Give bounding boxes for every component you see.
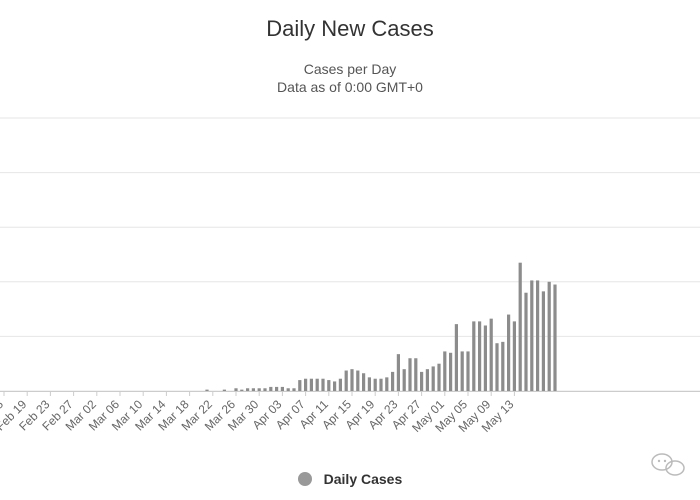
bar[interactable] xyxy=(553,284,557,391)
bar[interactable] xyxy=(367,377,371,391)
bar[interactable] xyxy=(251,388,255,391)
bar[interactable] xyxy=(292,388,296,391)
bar[interactable] xyxy=(234,388,238,391)
bar[interactable] xyxy=(541,291,545,391)
bar[interactable] xyxy=(257,388,261,391)
bar[interactable] xyxy=(489,318,493,391)
bar[interactable] xyxy=(385,377,389,391)
bar[interactable] xyxy=(315,378,319,391)
bar[interactable] xyxy=(379,378,383,391)
bar[interactable] xyxy=(327,380,331,391)
bar[interactable] xyxy=(454,324,458,391)
bar[interactable] xyxy=(420,371,424,391)
bar[interactable] xyxy=(443,351,447,391)
subtitle-line-2: Data as of 0:00 GMT+0 xyxy=(277,79,423,95)
bar[interactable] xyxy=(344,370,348,391)
chart-title: Daily New Cases xyxy=(266,16,434,41)
bar[interactable] xyxy=(356,370,360,391)
bar[interactable] xyxy=(536,280,540,391)
bar[interactable] xyxy=(280,386,284,391)
bar[interactable] xyxy=(524,292,528,391)
bar[interactable] xyxy=(408,358,412,391)
bar[interactable] xyxy=(431,366,435,391)
bar[interactable] xyxy=(530,280,534,391)
bar[interactable] xyxy=(362,373,366,391)
bar[interactable] xyxy=(286,388,290,391)
bar[interactable] xyxy=(501,341,505,391)
bar[interactable] xyxy=(402,369,406,391)
bar[interactable] xyxy=(304,378,308,391)
bar[interactable] xyxy=(222,389,226,391)
legend[interactable]: Daily Cases xyxy=(0,471,700,487)
bar[interactable] xyxy=(298,380,302,391)
bar[interactable] xyxy=(495,343,499,391)
bar[interactable] xyxy=(338,378,342,391)
bar[interactable] xyxy=(472,321,476,391)
bar[interactable] xyxy=(275,386,279,391)
legend-marker xyxy=(297,472,312,486)
bar[interactable] xyxy=(333,381,337,391)
bar[interactable] xyxy=(321,378,325,391)
bar[interactable] xyxy=(205,389,209,391)
bar[interactable] xyxy=(547,281,551,391)
bar[interactable] xyxy=(263,388,267,391)
subtitle-line-1: Cases per Day xyxy=(303,61,397,77)
bar[interactable] xyxy=(478,321,482,391)
bar[interactable] xyxy=(309,378,313,391)
chart-subtitle: Cases per Day Data as of 0:00 GMT+0 xyxy=(0,60,700,96)
bar[interactable] xyxy=(269,386,273,391)
bar[interactable] xyxy=(396,354,400,391)
bar[interactable] xyxy=(512,321,516,391)
bar[interactable] xyxy=(414,358,418,391)
bar[interactable] xyxy=(466,351,470,391)
bar[interactable] xyxy=(373,378,377,391)
bar[interactable] xyxy=(518,262,522,391)
bar[interactable] xyxy=(449,352,453,391)
bar[interactable] xyxy=(391,371,395,391)
bar[interactable] xyxy=(483,325,487,391)
bar[interactable] xyxy=(437,363,441,391)
x-axis xyxy=(0,391,700,396)
bar[interactable] xyxy=(350,369,354,391)
bars xyxy=(205,262,557,391)
bar[interactable] xyxy=(460,351,464,391)
gridlines xyxy=(0,117,700,392)
legend-label-daily-cases: Daily Cases xyxy=(323,471,403,487)
bar[interactable] xyxy=(507,314,511,391)
bar[interactable] xyxy=(240,389,244,391)
bar[interactable] xyxy=(425,369,429,391)
bar[interactable] xyxy=(246,388,250,391)
wechat-watermark-icon xyxy=(651,453,685,476)
